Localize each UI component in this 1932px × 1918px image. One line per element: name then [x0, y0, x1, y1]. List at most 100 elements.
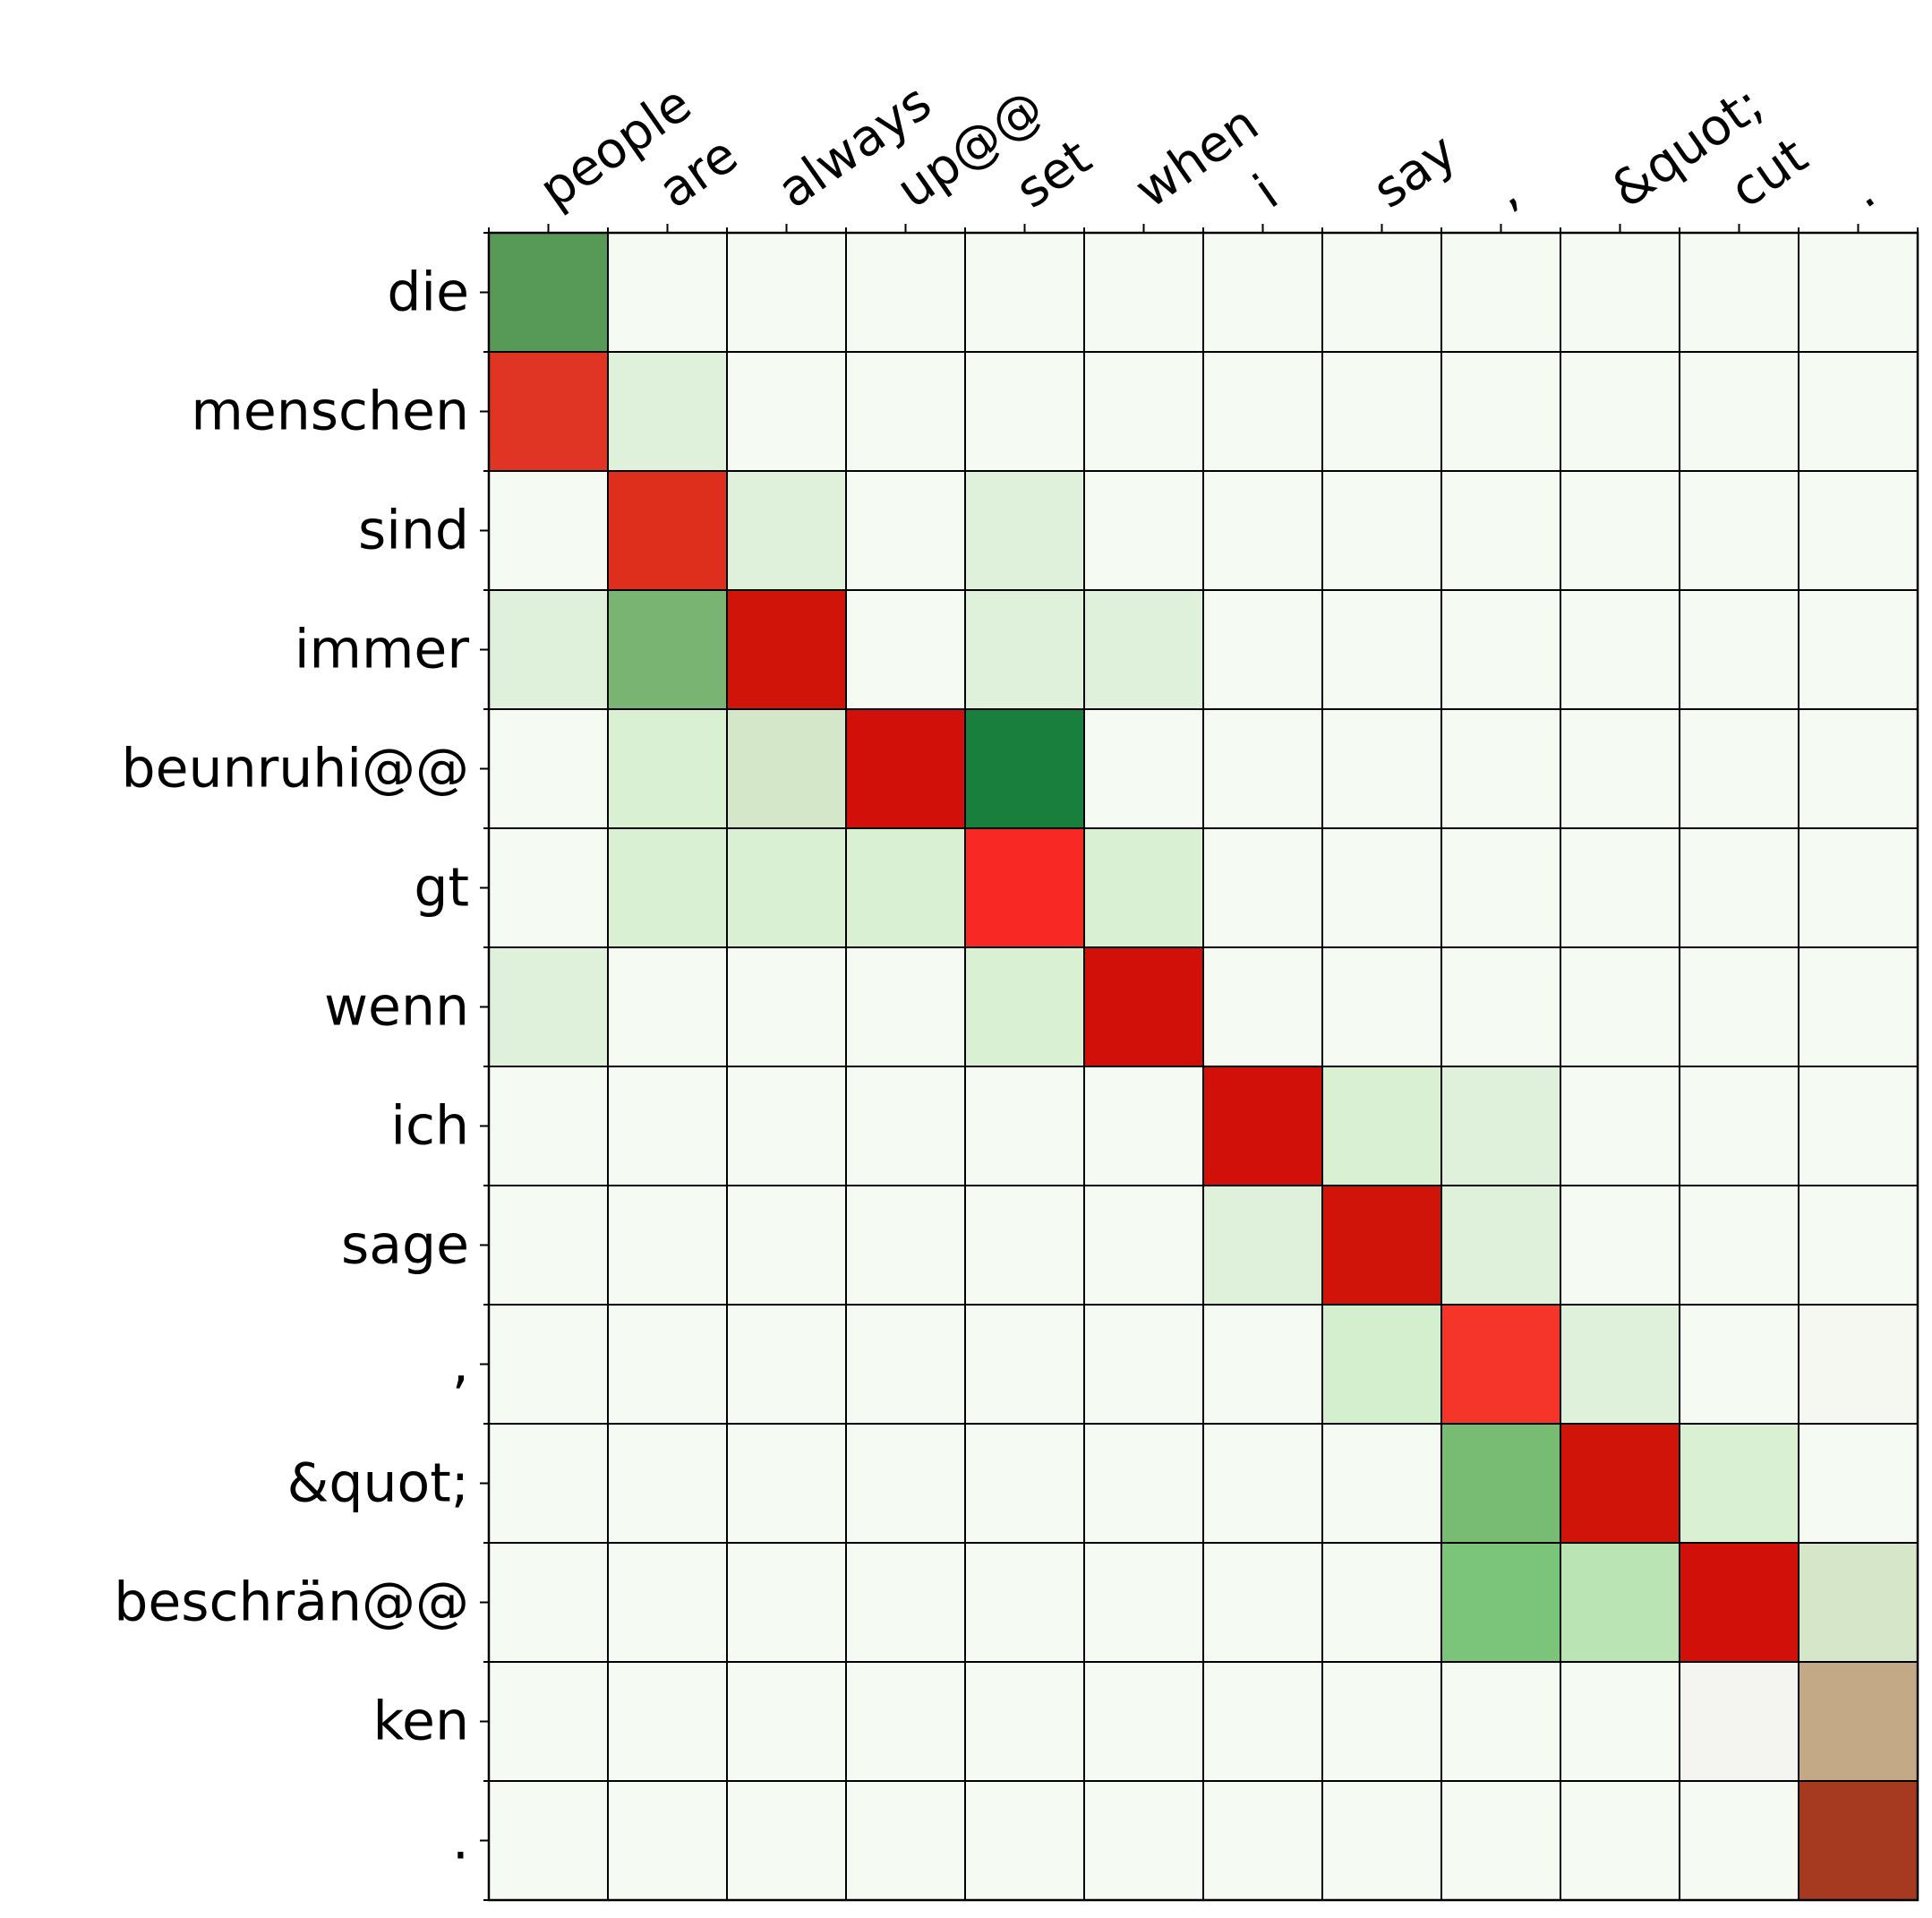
heatmap-cell-6-5	[1083, 946, 1204, 1067]
heatmap-cell-5-10	[1679, 827, 1799, 948]
heatmap-cell-10-4	[964, 1423, 1085, 1544]
x-tick-label: say	[1363, 123, 1466, 220]
heatmap-cell-5-4	[964, 827, 1085, 948]
heatmap-cell-7-3	[845, 1066, 966, 1186]
heatmap-cell-6-3	[845, 946, 966, 1067]
heatmap-cell-8-0	[488, 1185, 609, 1306]
heatmap-cell-4-11	[1798, 708, 1919, 829]
heatmap-cell-8-7	[1321, 1185, 1442, 1306]
heatmap-cell-6-9	[1560, 946, 1680, 1067]
heatmap-cell-3-9	[1560, 589, 1680, 710]
heatmap-cell-10-7	[1321, 1423, 1442, 1544]
heatmap-cell-11-11	[1798, 1542, 1919, 1663]
heatmap-cell-2-8	[1440, 470, 1561, 591]
heatmap-cell-8-5	[1083, 1185, 1204, 1306]
heatmap-cell-12-7	[1321, 1661, 1442, 1782]
heatmap-cell-1-4	[964, 351, 1085, 472]
heatmap-cell-1-11	[1798, 351, 1919, 472]
heatmap-cell-4-10	[1679, 708, 1799, 829]
heatmap-cell-10-10	[1679, 1423, 1799, 1544]
heatmap-cell-5-2	[726, 827, 847, 948]
heatmap-cell-4-3	[845, 708, 966, 829]
heatmap-cell-6-10	[1679, 946, 1799, 1067]
heatmap-cell-4-9	[1560, 708, 1680, 829]
heatmap-cell-4-4	[964, 708, 1085, 829]
heatmap-cell-1-7	[1321, 351, 1442, 472]
heatmap-cell-3-2	[726, 589, 847, 710]
heatmap-cell-2-0	[488, 470, 609, 591]
heatmap-cell-8-11	[1798, 1185, 1919, 1306]
heatmap-cell-7-6	[1202, 1066, 1323, 1186]
heatmap-cell-1-9	[1560, 351, 1680, 472]
heatmap-cell-1-10	[1679, 351, 1799, 472]
heatmap-cell-0-9	[1560, 232, 1680, 353]
heatmap-cell-7-1	[607, 1066, 728, 1186]
heatmap-cell-0-4	[964, 232, 1085, 353]
heatmap-cell-10-1	[607, 1423, 728, 1544]
heatmap-cell-11-5	[1083, 1542, 1204, 1663]
heatmap-cell-12-9	[1560, 1661, 1680, 1782]
heatmap-cell-3-7	[1321, 589, 1442, 710]
heatmap-cell-9-7	[1321, 1304, 1442, 1425]
heatmap-cell-11-1	[607, 1542, 728, 1663]
heatmap-cell-0-0	[488, 232, 609, 353]
heatmap-cell-9-2	[726, 1304, 847, 1425]
heatmap-cell-13-11	[1798, 1780, 1919, 1901]
heatmap-cell-3-11	[1798, 589, 1919, 710]
heatmap-cell-5-11	[1798, 827, 1919, 948]
heatmap-cell-13-8	[1440, 1780, 1561, 1901]
heatmap-cell-2-5	[1083, 470, 1204, 591]
x-tick-label: when	[1124, 94, 1269, 219]
heatmap-cell-6-0	[488, 946, 609, 1067]
heatmap-cell-4-6	[1202, 708, 1323, 829]
heatmap-cell-13-7	[1321, 1780, 1442, 1901]
heatmap-cell-10-11	[1798, 1423, 1919, 1544]
heatmap-cell-6-1	[607, 946, 728, 1067]
x-tick-label: .	[1839, 163, 1885, 219]
heatmap-cell-2-4	[964, 470, 1085, 591]
heatmap-cell-6-7	[1321, 946, 1442, 1067]
heatmap-cell-11-7	[1321, 1542, 1442, 1663]
y-tick-labels: die menschen sind immer beunruhi@@ gt wenn ich s…	[114, 261, 469, 1872]
heatmap-cell-3-1	[607, 589, 728, 710]
heatmap-cell-3-3	[845, 589, 966, 710]
heatmap-cell-5-0	[488, 827, 609, 948]
heatmap-cell-13-0	[488, 1780, 609, 1901]
heatmap-cell-11-3	[845, 1542, 966, 1663]
heatmap-cell-9-5	[1083, 1304, 1204, 1425]
heatmap-cell-2-6	[1202, 470, 1323, 591]
heatmap-cell-2-9	[1560, 470, 1680, 591]
heatmap-cell-3-6	[1202, 589, 1323, 710]
heatmap-cell-10-2	[726, 1423, 847, 1544]
heatmap-cell-11-9	[1560, 1542, 1680, 1663]
y-tick-label: gt	[414, 857, 469, 920]
heatmap-cell-10-8	[1440, 1423, 1561, 1544]
heatmap-cell-12-0	[488, 1661, 609, 1782]
heatmap-cell-4-5	[1083, 708, 1204, 829]
heatmap-cell-12-11	[1798, 1661, 1919, 1782]
y-tick-label: wenn	[324, 976, 469, 1039]
heatmap-cell-4-8	[1440, 708, 1561, 829]
heatmap-cell-9-3	[845, 1304, 966, 1425]
heatmap-cell-0-10	[1679, 232, 1799, 353]
heatmap-cell-13-10	[1679, 1780, 1799, 1901]
heatmap-cell-2-10	[1679, 470, 1799, 591]
heatmap-cell-10-6	[1202, 1423, 1323, 1544]
heatmap-cell-9-10	[1679, 1304, 1799, 1425]
heatmap-cell-2-3	[845, 470, 966, 591]
heatmap-cell-0-8	[1440, 232, 1561, 353]
heatmap-cell-0-7	[1321, 232, 1442, 353]
heatmap-cell-1-5	[1083, 351, 1204, 472]
y-tick-label: sage	[341, 1214, 469, 1277]
heatmap-cell-2-7	[1321, 470, 1442, 591]
y-tick-label: &quot;	[287, 1452, 469, 1515]
heatmap-cell-3-0	[488, 589, 609, 710]
heatmap-cell-5-8	[1440, 827, 1561, 948]
heatmap-cell-12-10	[1679, 1661, 1799, 1782]
heatmap-cell-2-11	[1798, 470, 1919, 591]
heatmap-cell-8-4	[964, 1185, 1085, 1306]
heatmap-cell-12-5	[1083, 1661, 1204, 1782]
heatmap-cell-7-11	[1798, 1066, 1919, 1186]
